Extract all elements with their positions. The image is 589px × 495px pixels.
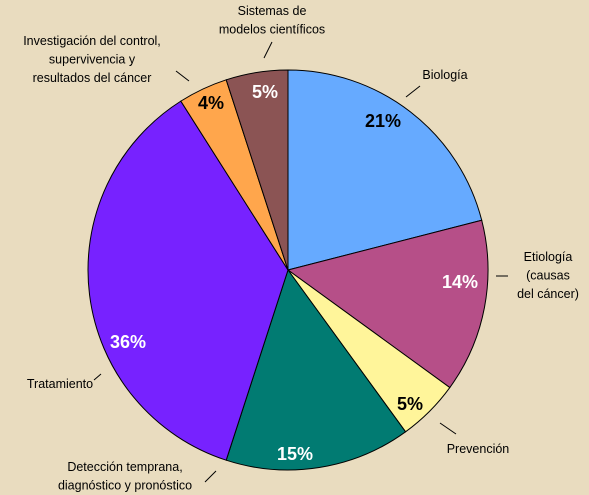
category-label: Investigación del control, supervivencia … [23,34,161,85]
value-label: 4% [198,93,224,113]
leader-line [204,470,217,483]
leader-line [263,41,273,59]
category-label: Detección temprana, diagnóstico y pronóst… [58,460,192,493]
category-label: Prevención [447,442,510,456]
category-label: Biología [422,68,467,82]
value-label: 5% [252,82,278,102]
leader-line [175,70,190,82]
value-label: 14% [442,272,478,292]
pie-slice [225,69,289,271]
pie-slice [87,100,289,461]
category-label: Etiología (causas del cáncer) [517,250,579,301]
leader-line [93,373,102,381]
pie-slice [286,219,489,389]
pie-slice [287,69,483,271]
value-label: 5% [397,394,423,414]
value-label: 15% [277,444,313,464]
leader-line [405,85,421,98]
category-label: Sistemas de modelos científicos [219,4,325,37]
value-label: 21% [365,111,401,131]
pie-slice [225,268,407,471]
leader-line [439,422,457,435]
value-label: 36% [110,332,146,352]
category-label: Tratamiento [27,377,93,391]
